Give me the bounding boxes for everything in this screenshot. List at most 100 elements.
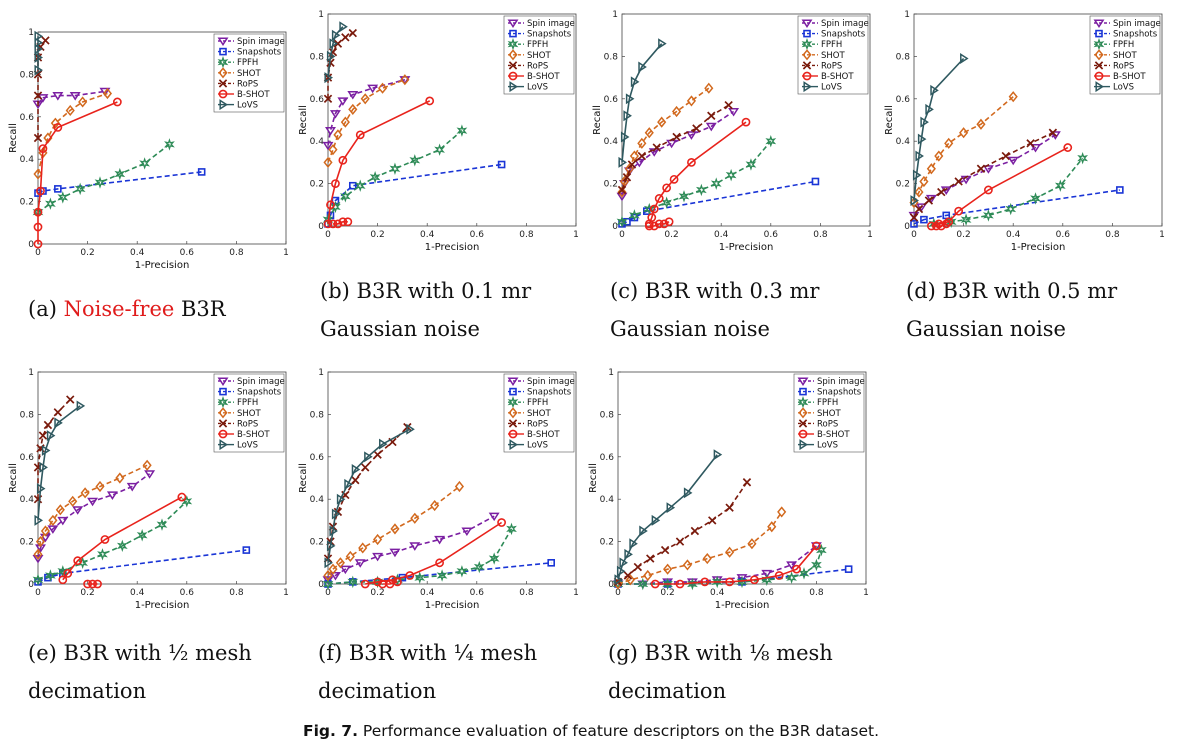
x-tick-label: 1	[573, 588, 579, 598]
data-point-rops	[724, 100, 733, 110]
caption-line-1: (g) B3R with ⅛ mesh	[608, 634, 833, 672]
legend-marker-spin-image	[217, 37, 229, 46]
data-point-lovs	[618, 156, 627, 168]
caption-prefix: (f)	[318, 641, 349, 665]
data-point-rops	[633, 562, 643, 572]
caption-text: B3R with 0.1 mr	[356, 279, 532, 303]
series-fpfh	[32, 138, 175, 219]
data-point-fpfh	[436, 569, 448, 582]
data-point-spin-image	[372, 552, 384, 562]
data-point-lovs	[329, 525, 338, 537]
legend-label-spin-image: Spin image	[237, 377, 285, 387]
data-point-b-shot	[649, 204, 659, 214]
data-point-fpfh	[409, 154, 421, 167]
x-tick-label: 1	[867, 230, 873, 240]
data-point-b-shot	[669, 174, 679, 184]
x-tick-label: 0.8	[809, 588, 824, 598]
data-point-shot	[328, 144, 338, 156]
data-point-lovs	[329, 38, 338, 50]
legend-label-shot: SHOT	[1113, 51, 1137, 61]
data-point-b-shot	[750, 575, 759, 585]
data-point-lovs	[39, 461, 48, 473]
x-tick-label: 0.8	[519, 230, 534, 240]
data-point-rops	[660, 545, 670, 555]
data-point-shot	[914, 186, 924, 198]
x-tick-label: 0.2	[370, 230, 384, 240]
y-tick-label: 0.6	[600, 453, 615, 463]
data-point-b-shot	[654, 219, 664, 229]
data-point-lovs	[76, 400, 86, 412]
caption-line-1: (d) B3R with 0.5 mr	[906, 272, 1117, 310]
data-point-fpfh	[1030, 192, 1041, 205]
series-line-lovs	[327, 26, 344, 78]
x-tick-label: 0.2	[80, 248, 94, 258]
x-tick-label: 1	[1159, 230, 1165, 240]
data-point-fpfh	[456, 565, 468, 578]
series-line-b-shot	[62, 496, 183, 581]
series-lovs	[614, 449, 723, 586]
data-point-shot	[682, 559, 693, 571]
data-point-lovs	[344, 478, 353, 490]
data-point-shot	[944, 137, 954, 149]
data-point-shot	[454, 480, 465, 493]
caption-line-1: (a) Noise-free B3R	[28, 290, 226, 328]
series-spin-image	[322, 512, 500, 585]
data-point-shot	[777, 506, 787, 518]
data-point-fpfh	[983, 209, 994, 222]
data-point-lovs	[658, 38, 667, 50]
data-point-b-shot	[700, 577, 710, 587]
caption-text: B3R with 0.5 mr	[942, 279, 1118, 303]
legend-marker-rops	[1094, 61, 1104, 70]
y-tick-label: 0.2	[20, 538, 34, 548]
data-point-b-shot	[647, 213, 657, 222]
data-point-lovs	[630, 76, 640, 88]
x-tick-label: 0.4	[130, 248, 145, 258]
figure-caption-text: Performance evaluation of feature descri…	[357, 722, 879, 740]
data-point-shot	[919, 175, 929, 188]
legend-marker-spin-image	[217, 377, 229, 386]
data-point-b-shot	[360, 579, 370, 589]
legend-marker-snapshots	[799, 387, 807, 396]
data-point-fpfh	[811, 558, 822, 572]
y-tick-label: 0	[318, 222, 324, 232]
data-point-shot	[430, 499, 440, 512]
legend-marker-fpfh	[507, 37, 519, 51]
legend: Spin imageSnapshotsFPFHSHOTRoPSB-SHOTLoV…	[213, 33, 285, 113]
x-tick-label: 0.4	[420, 588, 435, 598]
data-point-fpfh	[97, 548, 108, 561]
series-rops	[617, 100, 733, 195]
x-tick-label: 0	[615, 588, 621, 598]
y-tick-label: 1	[318, 368, 324, 378]
legend-label-lovs: LoVS	[817, 441, 838, 451]
caption-line-2: Gaussian noise	[320, 317, 480, 341]
data-point-fpfh	[94, 176, 106, 189]
data-point-shot	[934, 150, 944, 162]
data-point-b-shot	[654, 194, 664, 203]
data-point-shot	[95, 480, 105, 493]
legend-label-rops: RoPS	[817, 419, 838, 429]
data-point-fpfh	[815, 543, 827, 557]
legend-marker-spin-image	[797, 377, 809, 386]
data-point-lovs	[34, 51, 43, 63]
x-tick-label: 0	[35, 248, 41, 258]
data-point-spin-image	[347, 91, 359, 100]
series-spin-image	[322, 76, 411, 151]
legend-label-lovs: LoVS	[237, 441, 258, 451]
data-point-snapshots	[348, 181, 357, 190]
x-tick-label: 0	[619, 230, 625, 240]
x-tick-label: 0.2	[660, 588, 674, 598]
legend-marker-fpfh	[217, 55, 229, 69]
series-fpfh	[322, 124, 468, 226]
subfigure-caption-g: (g) B3R with ⅛ mesh decimation	[608, 634, 833, 710]
data-point-rops	[348, 28, 358, 38]
data-point-snapshots	[844, 565, 853, 573]
data-point-fpfh	[181, 495, 193, 508]
data-point-rops	[360, 463, 370, 472]
data-point-fpfh	[114, 167, 126, 181]
data-point-rops	[373, 450, 382, 459]
data-point-lovs	[625, 93, 635, 105]
legend-label-rops: RoPS	[1113, 61, 1134, 71]
data-point-b-shot	[112, 97, 122, 107]
data-point-lovs	[34, 64, 43, 76]
